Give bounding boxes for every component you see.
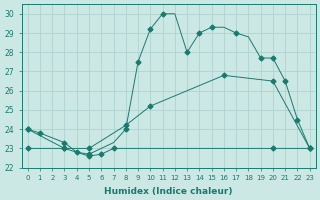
- X-axis label: Humidex (Indice chaleur): Humidex (Indice chaleur): [104, 187, 233, 196]
